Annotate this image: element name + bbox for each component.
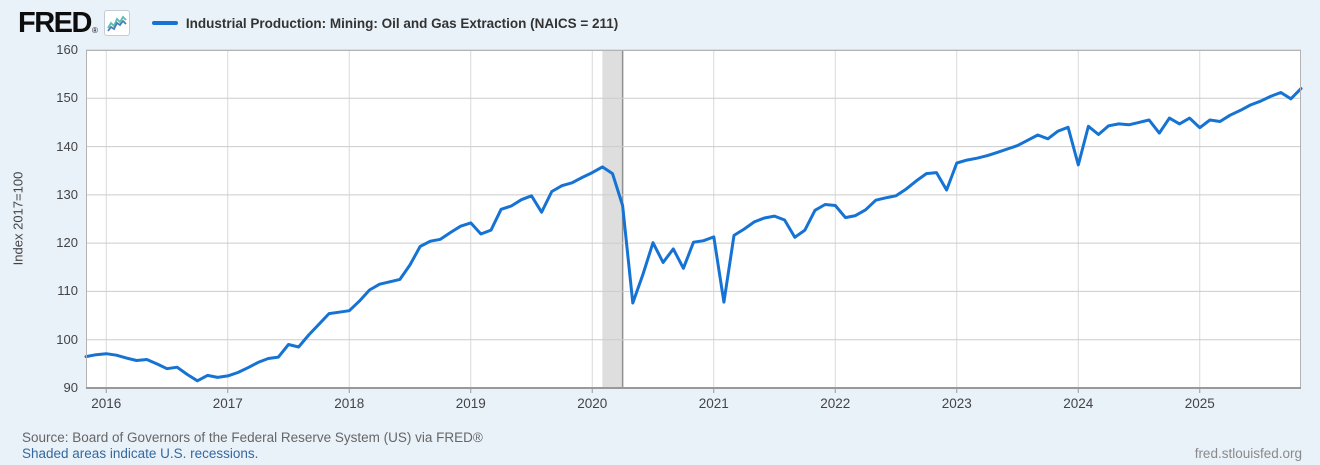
x-tick-label: 2019: [455, 396, 486, 411]
y-tick-label: 130: [56, 186, 78, 202]
recession-band: [602, 50, 623, 388]
x-tick-label: 2025: [1184, 396, 1215, 411]
site-url: fred.stlouisfed.org: [1194, 446, 1302, 461]
x-tick-label: 2022: [820, 396, 851, 411]
fred-logo[interactable]: FRED ®: [18, 7, 98, 39]
x-tick-label: 2018: [334, 396, 365, 411]
x-tick-label: 2021: [698, 396, 729, 411]
y-tick-label: 150: [56, 90, 78, 106]
recession-note-link[interactable]: Shaded areas indicate U.S. recessions.: [22, 446, 259, 461]
y-tick-label: 90: [63, 380, 78, 395]
fred-logo-text: FRED: [18, 7, 92, 39]
x-tick-label: 2017: [212, 396, 243, 411]
y-tick-label: 120: [56, 235, 78, 251]
fred-graph-icon: [103, 10, 130, 36]
registered-trademark: ®: [91, 26, 98, 35]
x-tick-label: 2024: [1063, 396, 1094, 411]
y-tick-label: 100: [56, 331, 78, 347]
legend-series-label: Industrial Production: Mining: Oil and G…: [185, 15, 619, 31]
legend-line-swatch: [151, 21, 178, 25]
chart-header: FRED ® Industrial Production: Mining: Oi…: [18, 8, 618, 38]
y-axis-title: Index 2017=100: [10, 171, 26, 266]
x-tick-label: 2016: [91, 396, 122, 411]
plot-border: [86, 50, 1301, 388]
y-tick-label: 110: [57, 283, 78, 299]
plot-area[interactable]: [84, 49, 1303, 393]
y-tick-label: 160: [56, 42, 78, 57]
x-tick-label: 2020: [577, 396, 608, 411]
y-tick-label: 140: [56, 138, 78, 154]
x-tick-label: 2023: [941, 396, 972, 411]
source-text: Source: Board of Governors of the Federa…: [22, 430, 483, 445]
data-series-line: [84, 87, 1303, 383]
chart-canvas[interactable]: [84, 49, 1303, 396]
